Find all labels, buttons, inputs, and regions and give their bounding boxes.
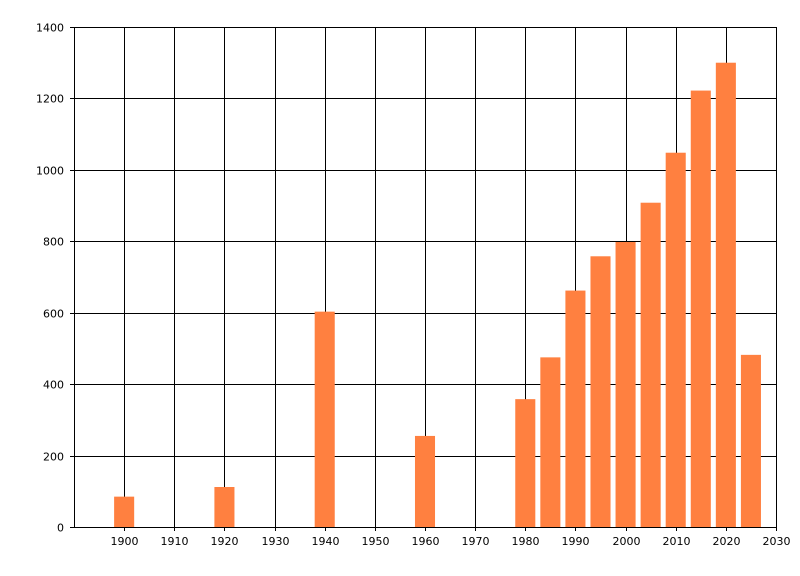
bar: [690, 90, 711, 528]
x-tick-label: 1940: [312, 535, 340, 548]
bar: [114, 496, 135, 527]
x-tick-label: 2010: [663, 535, 691, 548]
x-tick-label: 2020: [713, 535, 741, 548]
bar: [540, 357, 561, 527]
x-tick-label: 1920: [211, 535, 239, 548]
x-tick-label: 1980: [512, 535, 540, 548]
bar: [740, 354, 761, 527]
x-tick-label: 2000: [613, 535, 641, 548]
axes: [74, 27, 776, 528]
y-tick-label: 0: [57, 522, 64, 535]
y-tick-label: 600: [43, 308, 64, 321]
bar: [590, 256, 611, 527]
y-tick-label: 1000: [36, 165, 64, 178]
bar: [314, 311, 335, 527]
x-tick-label: 2030: [763, 535, 791, 548]
tick-labels: 1900 1910 1920 1930 1940 1950 1960 1970 1980 1990…: [36, 22, 791, 549]
y-tick-label: 1200: [36, 93, 64, 106]
bar: [214, 487, 235, 527]
bar: [414, 435, 436, 527]
bars: [114, 62, 761, 528]
x-tick-label: 1990: [562, 535, 590, 548]
y-tick-label: 1400: [36, 22, 64, 35]
x-tick-label: 1950: [362, 535, 390, 548]
bar: [615, 242, 636, 527]
y-tick-label: 400: [43, 379, 64, 392]
y-tick-label: 800: [43, 236, 64, 249]
x-tick-label: 1970: [462, 535, 490, 548]
y-tick-label: 200: [43, 451, 64, 464]
bar: [640, 202, 661, 527]
bar: [715, 62, 736, 527]
x-tick-label: 1910: [161, 535, 189, 548]
bar: [665, 152, 686, 527]
bar: [565, 290, 586, 527]
x-tick-label: 1930: [262, 535, 290, 548]
bar: [515, 399, 536, 527]
x-tick-label: 1960: [412, 535, 440, 548]
x-tick-label: 1900: [111, 535, 139, 548]
